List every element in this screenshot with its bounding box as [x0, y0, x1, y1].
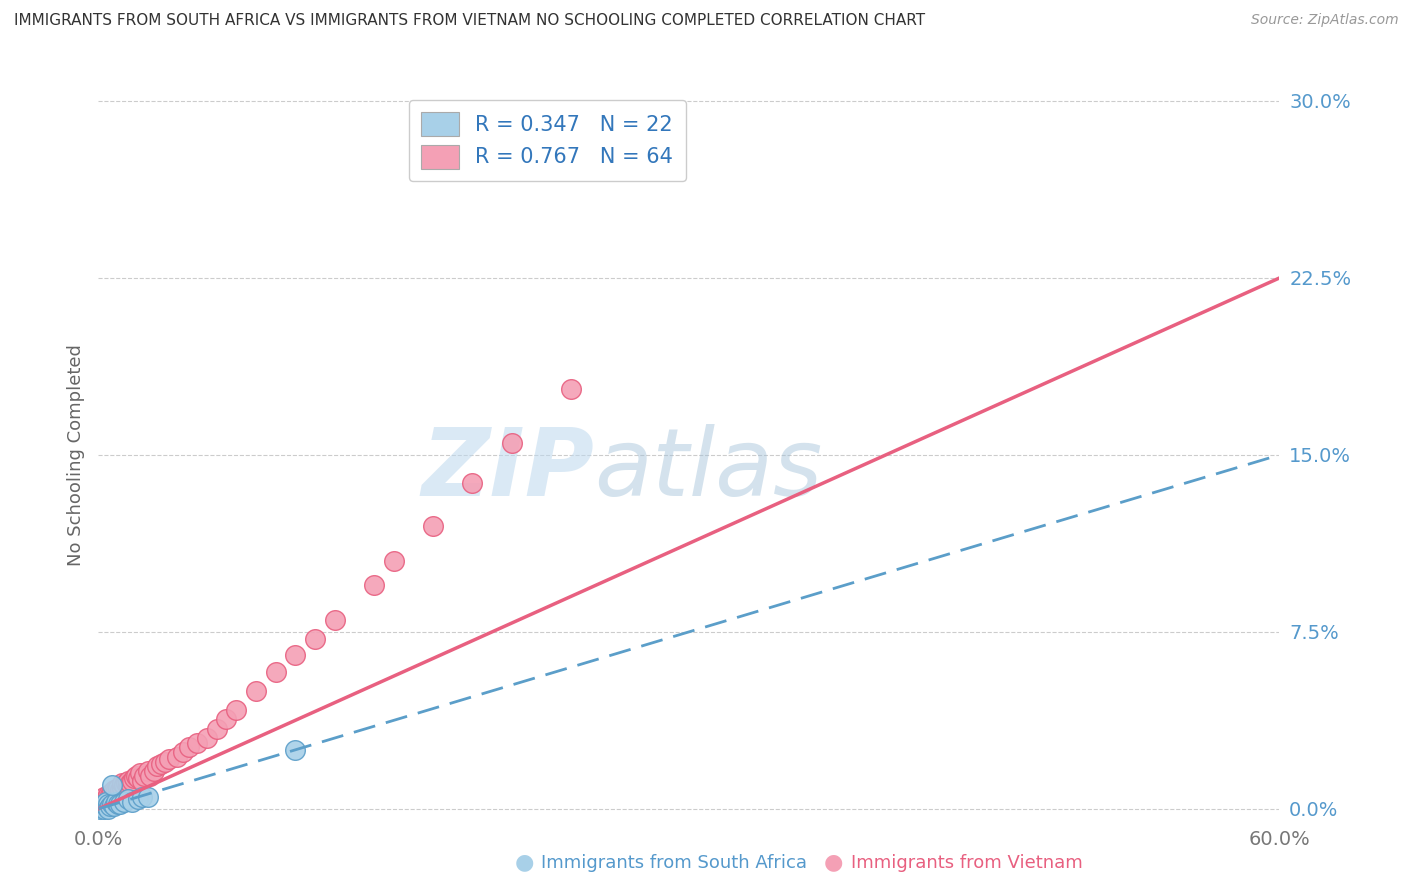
Point	[97, 797, 120, 811]
Point	[118, 776, 141, 790]
Y-axis label: No Schooling Completed: No Schooling Completed	[66, 344, 84, 566]
Point	[166, 750, 188, 764]
Point	[108, 783, 131, 797]
Point	[172, 745, 194, 759]
Point	[93, 795, 115, 809]
Point	[107, 797, 129, 811]
Point	[115, 776, 138, 790]
Point	[560, 382, 582, 396]
Point	[107, 780, 129, 795]
Point	[111, 776, 134, 790]
Point	[105, 783, 128, 797]
Point	[225, 703, 247, 717]
Point	[461, 476, 484, 491]
Point	[96, 792, 118, 806]
Point	[93, 790, 115, 805]
Point	[96, 795, 118, 809]
Point	[97, 802, 120, 816]
Point	[121, 795, 143, 809]
Point	[96, 795, 118, 809]
Point	[122, 771, 145, 785]
Point	[101, 790, 124, 805]
Point	[89, 802, 111, 816]
Point	[117, 773, 139, 788]
Point	[304, 632, 326, 646]
Point	[117, 778, 139, 792]
Point	[142, 764, 165, 778]
Point	[112, 795, 135, 809]
Point	[91, 795, 114, 809]
Point	[138, 769, 160, 783]
Legend: R = 0.347   N = 22, R = 0.767   N = 64: R = 0.347 N = 22, R = 0.767 N = 64	[409, 100, 686, 181]
Point	[127, 792, 149, 806]
Point	[284, 743, 307, 757]
Point	[98, 788, 121, 802]
Text: ●: ●	[824, 853, 844, 872]
Point	[195, 731, 218, 745]
Point	[264, 665, 287, 679]
Point	[98, 799, 121, 814]
Point	[89, 799, 111, 814]
Point	[215, 712, 238, 726]
Point	[131, 773, 153, 788]
Text: atlas: atlas	[595, 424, 823, 515]
Point	[132, 769, 155, 783]
Point	[97, 788, 120, 802]
Point	[177, 740, 200, 755]
Point	[91, 799, 114, 814]
Point	[146, 759, 169, 773]
Point	[323, 613, 346, 627]
Text: IMMIGRANTS FROM SOUTH AFRICA VS IMMIGRANTS FROM VIETNAM NO SCHOOLING COMPLETED C: IMMIGRANTS FROM SOUTH AFRICA VS IMMIGRAN…	[14, 13, 925, 29]
Text: ●: ●	[515, 853, 534, 872]
Point	[363, 577, 385, 591]
Point	[93, 802, 115, 816]
Text: Immigrants from South Africa: Immigrants from South Africa	[541, 855, 807, 872]
Point	[103, 788, 125, 802]
Point	[103, 799, 125, 814]
Text: Immigrants from Vietnam: Immigrants from Vietnam	[851, 855, 1083, 872]
Point	[128, 766, 150, 780]
Point	[155, 755, 177, 769]
Point	[127, 771, 149, 785]
Point	[112, 778, 135, 792]
Point	[91, 799, 114, 814]
Point	[136, 764, 159, 778]
Point	[157, 752, 180, 766]
Point	[107, 785, 129, 799]
Point	[103, 783, 125, 797]
Point	[117, 792, 139, 806]
Point	[101, 797, 124, 811]
Point	[382, 554, 405, 568]
Point	[245, 684, 267, 698]
Point	[97, 795, 120, 809]
Point	[101, 785, 124, 799]
Point	[98, 792, 121, 806]
Point	[93, 797, 115, 811]
Point	[89, 797, 111, 811]
Point	[121, 773, 143, 788]
Point	[150, 757, 173, 772]
Text: ZIP: ZIP	[422, 424, 595, 516]
Point	[105, 788, 128, 802]
Point	[422, 518, 444, 533]
Point	[131, 790, 153, 805]
Point	[97, 792, 120, 806]
Point	[111, 780, 134, 795]
Point	[638, 118, 661, 132]
Text: Source: ZipAtlas.com: Source: ZipAtlas.com	[1251, 13, 1399, 28]
Point	[108, 797, 131, 811]
Point	[101, 778, 124, 792]
Point	[105, 795, 128, 809]
Point	[205, 722, 228, 736]
Point	[186, 736, 208, 750]
Point	[93, 797, 115, 811]
Point	[96, 799, 118, 814]
Point	[501, 436, 523, 450]
Point	[125, 769, 148, 783]
Point	[284, 648, 307, 663]
Point	[136, 790, 159, 805]
